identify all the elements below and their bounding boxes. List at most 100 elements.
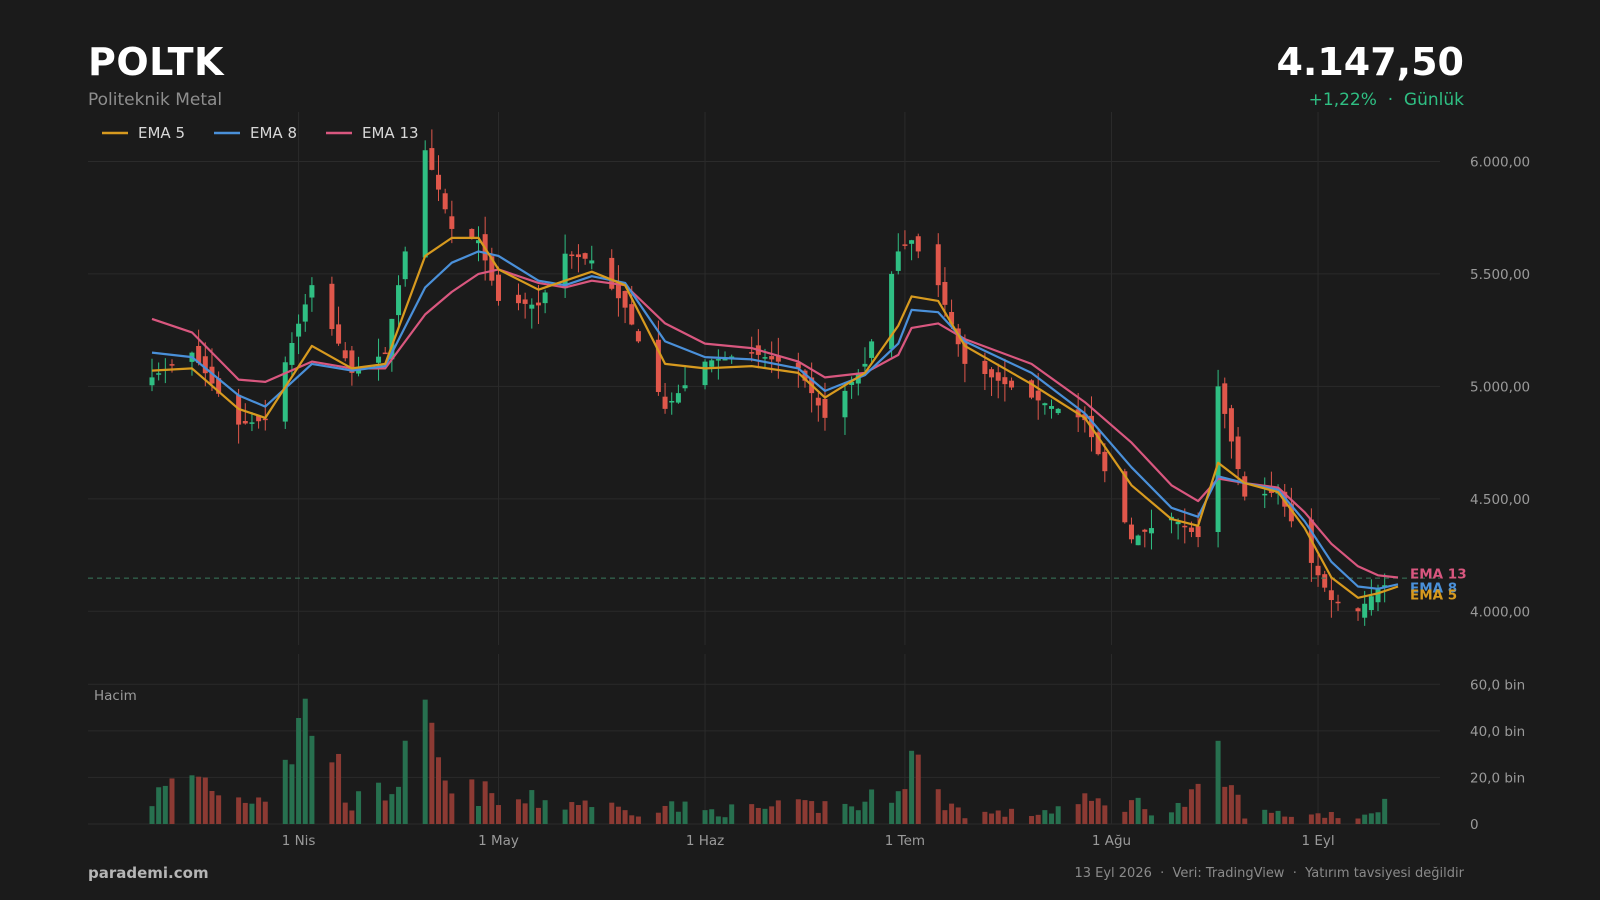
candle-body [329, 283, 335, 330]
volume-bar [1228, 785, 1234, 824]
candle-body [869, 341, 875, 358]
volume-bar [1188, 789, 1194, 824]
volume-bar [342, 802, 348, 824]
candle-body [1148, 528, 1154, 534]
volume-bar [442, 780, 448, 824]
volume-bar [1235, 794, 1241, 824]
candle-body [242, 420, 248, 424]
candle-body [615, 283, 621, 299]
volume-bar [1362, 814, 1368, 824]
candle-body [349, 350, 355, 373]
volume-bar [1275, 810, 1281, 824]
volume-bar [755, 807, 761, 824]
candle-body [902, 244, 908, 246]
time-tick-label: 1 Ağu [1092, 833, 1131, 849]
price-tick-label: 5.000,00 [1470, 379, 1530, 395]
footer-source: Veri: TradingView [1172, 866, 1285, 881]
volume-bar [336, 753, 342, 824]
time-tick-label: 1 Haz [686, 833, 724, 849]
candle-body [942, 281, 948, 305]
candle-body [1002, 377, 1008, 385]
volume-bar [475, 805, 481, 824]
candle-body [1188, 527, 1194, 532]
volume-bar [889, 802, 895, 824]
volume-bar [989, 813, 995, 824]
volume-bar [169, 778, 175, 824]
candle-body [1009, 380, 1015, 388]
volume-bar [569, 802, 575, 824]
footer-meta: 13 Eyl 2026 · Veri: TradingView · Yatırı… [1074, 866, 1464, 881]
volume-bar [296, 717, 302, 824]
candle-body [1049, 406, 1055, 409]
price-tick-label: 4.500,00 [1470, 492, 1530, 508]
volume-bar [562, 809, 568, 824]
volume-bar [815, 812, 821, 824]
volume-tick-label: 60,0 bin [1470, 677, 1525, 693]
candle-body [1215, 386, 1221, 533]
volume-tick-label: 20,0 bin [1470, 770, 1525, 786]
volume-bar [629, 815, 635, 824]
candle-body [309, 285, 315, 298]
candle-body [282, 362, 288, 422]
candle-body [849, 381, 855, 385]
volume-bar [1268, 812, 1274, 824]
time-tick-label: 1 Nis [282, 833, 316, 849]
candle-body [1135, 535, 1141, 546]
volume-bar [249, 803, 255, 824]
candle-body [389, 318, 395, 360]
volume-bar [775, 800, 781, 824]
candle-body [655, 339, 661, 392]
volume-bar [542, 800, 548, 824]
volume-bar [822, 801, 828, 824]
price-tick-label: 4.000,00 [1470, 604, 1530, 620]
candle-body [629, 304, 635, 325]
volume-bar [189, 775, 195, 824]
candle-body [889, 273, 895, 350]
candle-body [775, 355, 781, 362]
legend-label: EMA 8 [250, 124, 297, 142]
candle-body [529, 304, 535, 309]
candle-body [682, 385, 688, 389]
candle-body [1182, 525, 1188, 528]
volume-bar [289, 764, 295, 824]
volume-bar [1122, 811, 1128, 824]
volume-bar [682, 801, 688, 824]
volume-bar [162, 785, 168, 824]
volume-bar [156, 787, 162, 824]
brand-logo-text[interactable]: parademi.com [88, 864, 209, 882]
footer-separator: · [1292, 866, 1297, 881]
candle-body [356, 368, 362, 374]
volume-bar [1088, 800, 1094, 824]
candle-body [1228, 408, 1234, 442]
volume-bar [589, 807, 595, 824]
volume-bar [902, 789, 908, 824]
volume-bar [309, 735, 315, 824]
volume-bar [302, 698, 308, 824]
ema8-line [151, 250, 1399, 590]
period-label: Günlük [1403, 90, 1464, 110]
time-tick-label: 1 Eyl [1301, 833, 1334, 849]
footer-date: 13 Eyl 2026 [1074, 866, 1152, 881]
volume-bar [495, 805, 501, 824]
candle-body [609, 257, 615, 289]
volume-bar [915, 754, 921, 824]
price-change: +1,22% · Günlük [1309, 90, 1464, 110]
candle-body [289, 342, 295, 365]
volume-bar [1335, 818, 1341, 824]
candle-body [535, 302, 541, 306]
candle-body [1128, 524, 1134, 540]
candle-body [935, 244, 941, 286]
volume-bar [1049, 813, 1055, 824]
candle-body [202, 356, 208, 374]
candle-body [769, 356, 775, 360]
volume-bar [1195, 783, 1201, 824]
candle-body [1242, 476, 1248, 497]
candle-body [1055, 408, 1061, 414]
volume-bar [356, 791, 362, 824]
volume-bar [855, 810, 861, 824]
volume-bar [1308, 814, 1314, 824]
volume-bar [729, 804, 735, 824]
candle-body [436, 174, 442, 190]
candle-body [469, 228, 475, 238]
